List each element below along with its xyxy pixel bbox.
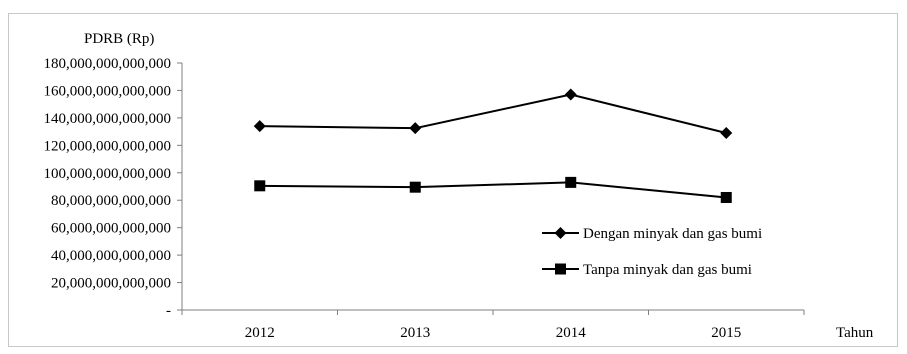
chart-frame bbox=[8, 13, 898, 347]
data-point bbox=[409, 122, 422, 135]
y-tick-label: 120,000,000,000,000 bbox=[44, 138, 172, 154]
y-tick-label: 40,000,000,000,000 bbox=[51, 248, 171, 264]
legend-item-2: Tanpa minyak dan gas bumi bbox=[542, 262, 752, 278]
legend-label: Dengan minyak dan gas bumi bbox=[583, 226, 762, 242]
x-tick-label: 2015 bbox=[711, 325, 741, 341]
data-point bbox=[720, 126, 733, 139]
y-axis-title: PDRB (Rp) bbox=[84, 31, 154, 47]
y-tick-label: 180,000,000,000,000 bbox=[44, 56, 172, 72]
y-tick-label: 60,000,000,000,000 bbox=[51, 221, 171, 237]
x-tick-label: 2013 bbox=[400, 325, 430, 341]
x-axis-title: Tahun bbox=[836, 325, 874, 341]
series-layer bbox=[253, 88, 733, 203]
y-tick-label: 80,000,000,000,000 bbox=[51, 193, 171, 209]
series-line bbox=[259, 181, 727, 199]
x-tick-label: 2012 bbox=[245, 325, 275, 341]
data-point bbox=[409, 181, 421, 193]
data-point bbox=[720, 191, 732, 203]
x-tick-label: 2014 bbox=[556, 325, 587, 341]
legend-marker bbox=[555, 263, 566, 275]
legend-label: Tanpa minyak dan gas bumi bbox=[583, 262, 752, 278]
legend-item-1: Dengan minyak dan gas bumi bbox=[542, 226, 762, 242]
data-point bbox=[253, 120, 266, 133]
y-tick-label: 20,000,000,000,000 bbox=[51, 276, 171, 292]
y-tick-label: 160,000,000,000,000 bbox=[44, 83, 172, 99]
legend-marker bbox=[554, 227, 567, 239]
series-2 bbox=[254, 176, 732, 203]
data-point bbox=[564, 88, 577, 101]
data-point bbox=[254, 180, 266, 192]
data-point bbox=[565, 176, 577, 188]
y-tick-label: - bbox=[166, 303, 171, 319]
chart-axes: - 20,000,000,000,000 40,000,000,000,000 60,… bbox=[44, 56, 805, 341]
series-1 bbox=[253, 88, 733, 139]
y-tick-label: 100,000,000,000,000 bbox=[44, 166, 172, 182]
series-line bbox=[259, 93, 727, 134]
chart-legend: Dengan minyak dan gas bumi Tanpa minyak d… bbox=[542, 226, 762, 278]
y-tick-label: 140,000,000,000,000 bbox=[44, 111, 172, 127]
